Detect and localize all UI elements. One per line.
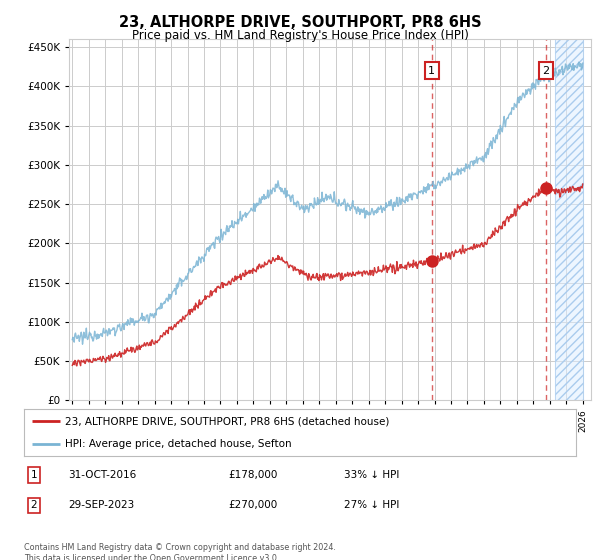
Text: £178,000: £178,000 [228,470,278,480]
Text: 27% ↓ HPI: 27% ↓ HPI [344,501,400,511]
Text: 23, ALTHORPE DRIVE, SOUTHPORT, PR8 6HS: 23, ALTHORPE DRIVE, SOUTHPORT, PR8 6HS [119,15,481,30]
Text: Contains HM Land Registry data © Crown copyright and database right 2024.
This d: Contains HM Land Registry data © Crown c… [24,543,336,560]
Text: HPI: Average price, detached house, Sefton: HPI: Average price, detached house, Seft… [65,439,292,449]
Text: 2: 2 [31,501,37,511]
Text: 29-SEP-2023: 29-SEP-2023 [68,501,134,511]
Text: £270,000: £270,000 [228,501,277,511]
Text: 23, ALTHORPE DRIVE, SOUTHPORT, PR8 6HS (detached house): 23, ALTHORPE DRIVE, SOUTHPORT, PR8 6HS (… [65,416,390,426]
Text: Price paid vs. HM Land Registry's House Price Index (HPI): Price paid vs. HM Land Registry's House … [131,29,469,42]
Text: 2: 2 [542,66,549,76]
Text: 31-OCT-2016: 31-OCT-2016 [68,470,136,480]
Text: 1: 1 [428,66,435,76]
Text: 33% ↓ HPI: 33% ↓ HPI [344,470,400,480]
Text: 1: 1 [31,470,37,480]
